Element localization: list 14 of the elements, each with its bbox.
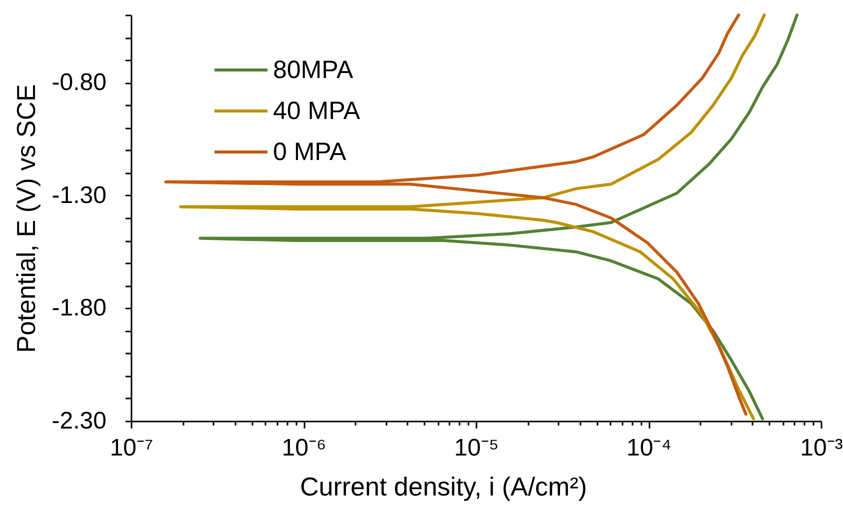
x-tick-label: 10⁻⁷ (110, 434, 154, 462)
legend-label: 0 MPA (273, 138, 346, 166)
y-tick-label: -1.80 (52, 294, 106, 322)
x-tick-label: 10⁻⁶ (282, 434, 326, 462)
x-tick-label: 10⁻⁴ (626, 434, 672, 462)
y-tick-label: -2.30 (52, 408, 106, 434)
y-tick-label: -1.30 (52, 182, 106, 209)
x-tick-label: 10⁻⁵ (454, 434, 499, 462)
x-tick-label: 10⁻³ (800, 434, 843, 462)
legend-label: 80MPA (273, 56, 354, 84)
y-tick-label: -0.80 (52, 69, 106, 96)
y-axis-title: Potential, E (V) vs SCE (10, 84, 41, 353)
legend-label: 40 MPA (273, 97, 360, 125)
x-axis-title: Current density, i (A/cm²) (300, 472, 588, 502)
